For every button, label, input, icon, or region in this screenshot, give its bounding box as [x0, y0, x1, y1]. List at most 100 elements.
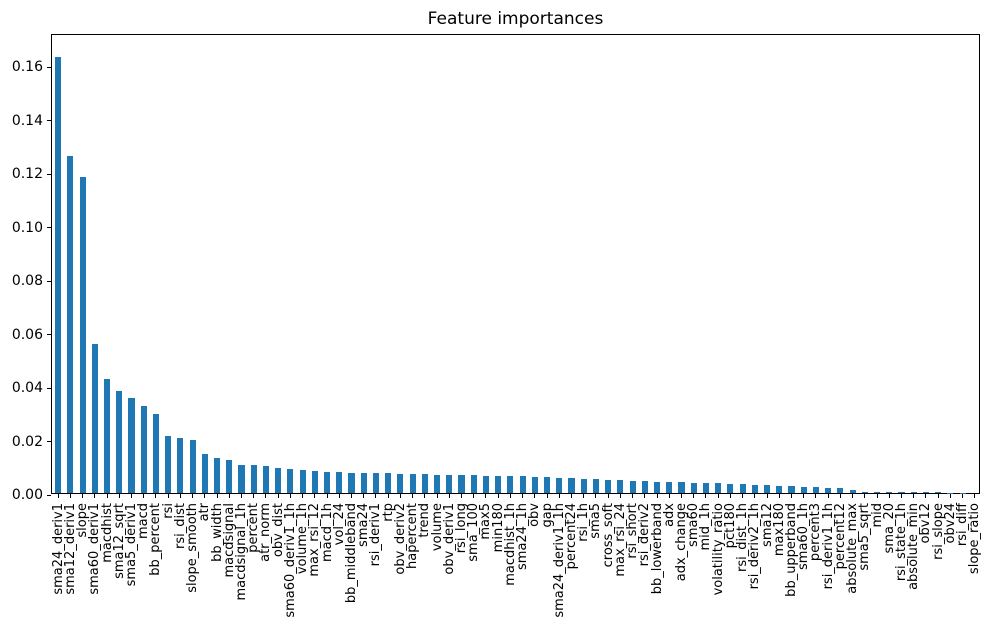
x-tick-mark	[668, 494, 670, 498]
x-tick-mark	[143, 494, 145, 498]
bar	[238, 464, 245, 493]
bar	[67, 156, 74, 493]
y-tick-mark	[47, 227, 51, 229]
bar	[605, 479, 612, 493]
x-tick-mark	[766, 494, 768, 498]
bar	[751, 484, 758, 493]
x-tick-mark	[546, 494, 548, 498]
y-tick-mark	[47, 494, 51, 496]
x-tick-mark	[179, 494, 181, 498]
x-tick-mark	[534, 494, 536, 498]
bar	[397, 473, 404, 493]
x-tick-mark	[69, 494, 71, 498]
x-tick-mark	[57, 494, 59, 498]
bar	[837, 488, 844, 493]
x-tick-mark	[497, 494, 499, 498]
x-tick-mark	[571, 494, 572, 498]
x-tick-label: slope_ratio	[967, 503, 983, 575]
bar	[788, 486, 795, 493]
bar	[470, 475, 477, 493]
bar	[629, 480, 636, 493]
y-tick-label: 0.10	[11, 219, 43, 236]
x-tick-mark	[363, 494, 365, 498]
x-tick-mark	[387, 494, 389, 498]
x-tick-mark	[424, 494, 426, 498]
x-tick-mark	[558, 494, 560, 498]
bar	[446, 474, 453, 493]
x-tick-mark	[778, 494, 780, 498]
bar	[727, 483, 734, 493]
y-tick-label: 0.00	[11, 487, 43, 503]
x-tick-mark	[681, 494, 683, 498]
bar	[275, 467, 282, 493]
x-tick-mark	[827, 494, 829, 498]
bar	[617, 480, 624, 493]
x-tick-mark	[216, 494, 218, 498]
bar	[128, 397, 135, 493]
chart-title: Feature importances	[427, 9, 604, 29]
bar	[922, 492, 930, 493]
x-tick-mark	[583, 494, 585, 498]
y-tick-label: 0.16	[11, 59, 43, 76]
x-tick-mark	[888, 494, 890, 498]
bar	[409, 474, 416, 493]
x-tick-mark	[876, 494, 878, 498]
x-tick-mark	[595, 494, 597, 498]
x-tick-mark	[448, 494, 450, 498]
x-tick-mark	[130, 494, 132, 498]
x-tick-mark	[742, 494, 744, 498]
bar	[861, 491, 868, 493]
x-tick-mark	[314, 494, 316, 498]
x-tick-mark	[473, 494, 475, 498]
bar	[458, 475, 465, 493]
bar	[79, 177, 86, 493]
x-tick-mark	[277, 494, 279, 498]
x-tick-mark	[399, 494, 401, 498]
x-tick-mark	[962, 494, 964, 498]
x-tick-mark	[693, 494, 695, 498]
bar	[262, 466, 269, 493]
x-tick-mark	[717, 494, 719, 498]
x-tick-mark	[729, 494, 731, 498]
bar	[592, 479, 599, 493]
bar	[776, 485, 783, 493]
bar	[103, 378, 111, 493]
x-tick-mark	[815, 494, 817, 498]
x-tick-mark	[228, 494, 230, 498]
x-tick-mark	[412, 494, 414, 498]
bar	[812, 487, 820, 493]
bar	[666, 482, 673, 493]
x-tick-mark	[656, 494, 658, 498]
x-tick-mark	[644, 494, 646, 498]
x-tick-mark	[852, 494, 854, 498]
x-tick-mark	[204, 494, 206, 498]
bar	[385, 473, 392, 493]
bar	[323, 471, 331, 493]
bar	[544, 476, 551, 493]
bar	[898, 492, 905, 493]
x-tick-mark	[949, 494, 951, 498]
x-tick-mark	[607, 494, 609, 498]
x-tick-mark	[436, 494, 438, 498]
bar	[886, 492, 893, 493]
bar	[849, 489, 856, 493]
x-tick-mark	[937, 494, 939, 498]
bar	[311, 471, 318, 493]
y-tick-mark	[47, 387, 51, 389]
x-tick-mark	[864, 494, 866, 498]
bar	[372, 473, 379, 493]
bar	[189, 439, 196, 493]
x-tick-mark	[925, 494, 927, 498]
x-tick-mark	[302, 494, 304, 498]
x-tick-mark	[913, 494, 915, 498]
bar	[226, 460, 233, 493]
bar	[336, 472, 343, 493]
bar	[91, 344, 98, 493]
y-tick-mark	[47, 334, 51, 336]
x-tick-mark	[901, 494, 903, 498]
y-tick-label: 0.12	[11, 166, 43, 183]
bar	[299, 470, 306, 493]
bar	[702, 483, 710, 493]
y-tick-label: 0.02	[11, 433, 43, 450]
bar	[715, 483, 722, 493]
